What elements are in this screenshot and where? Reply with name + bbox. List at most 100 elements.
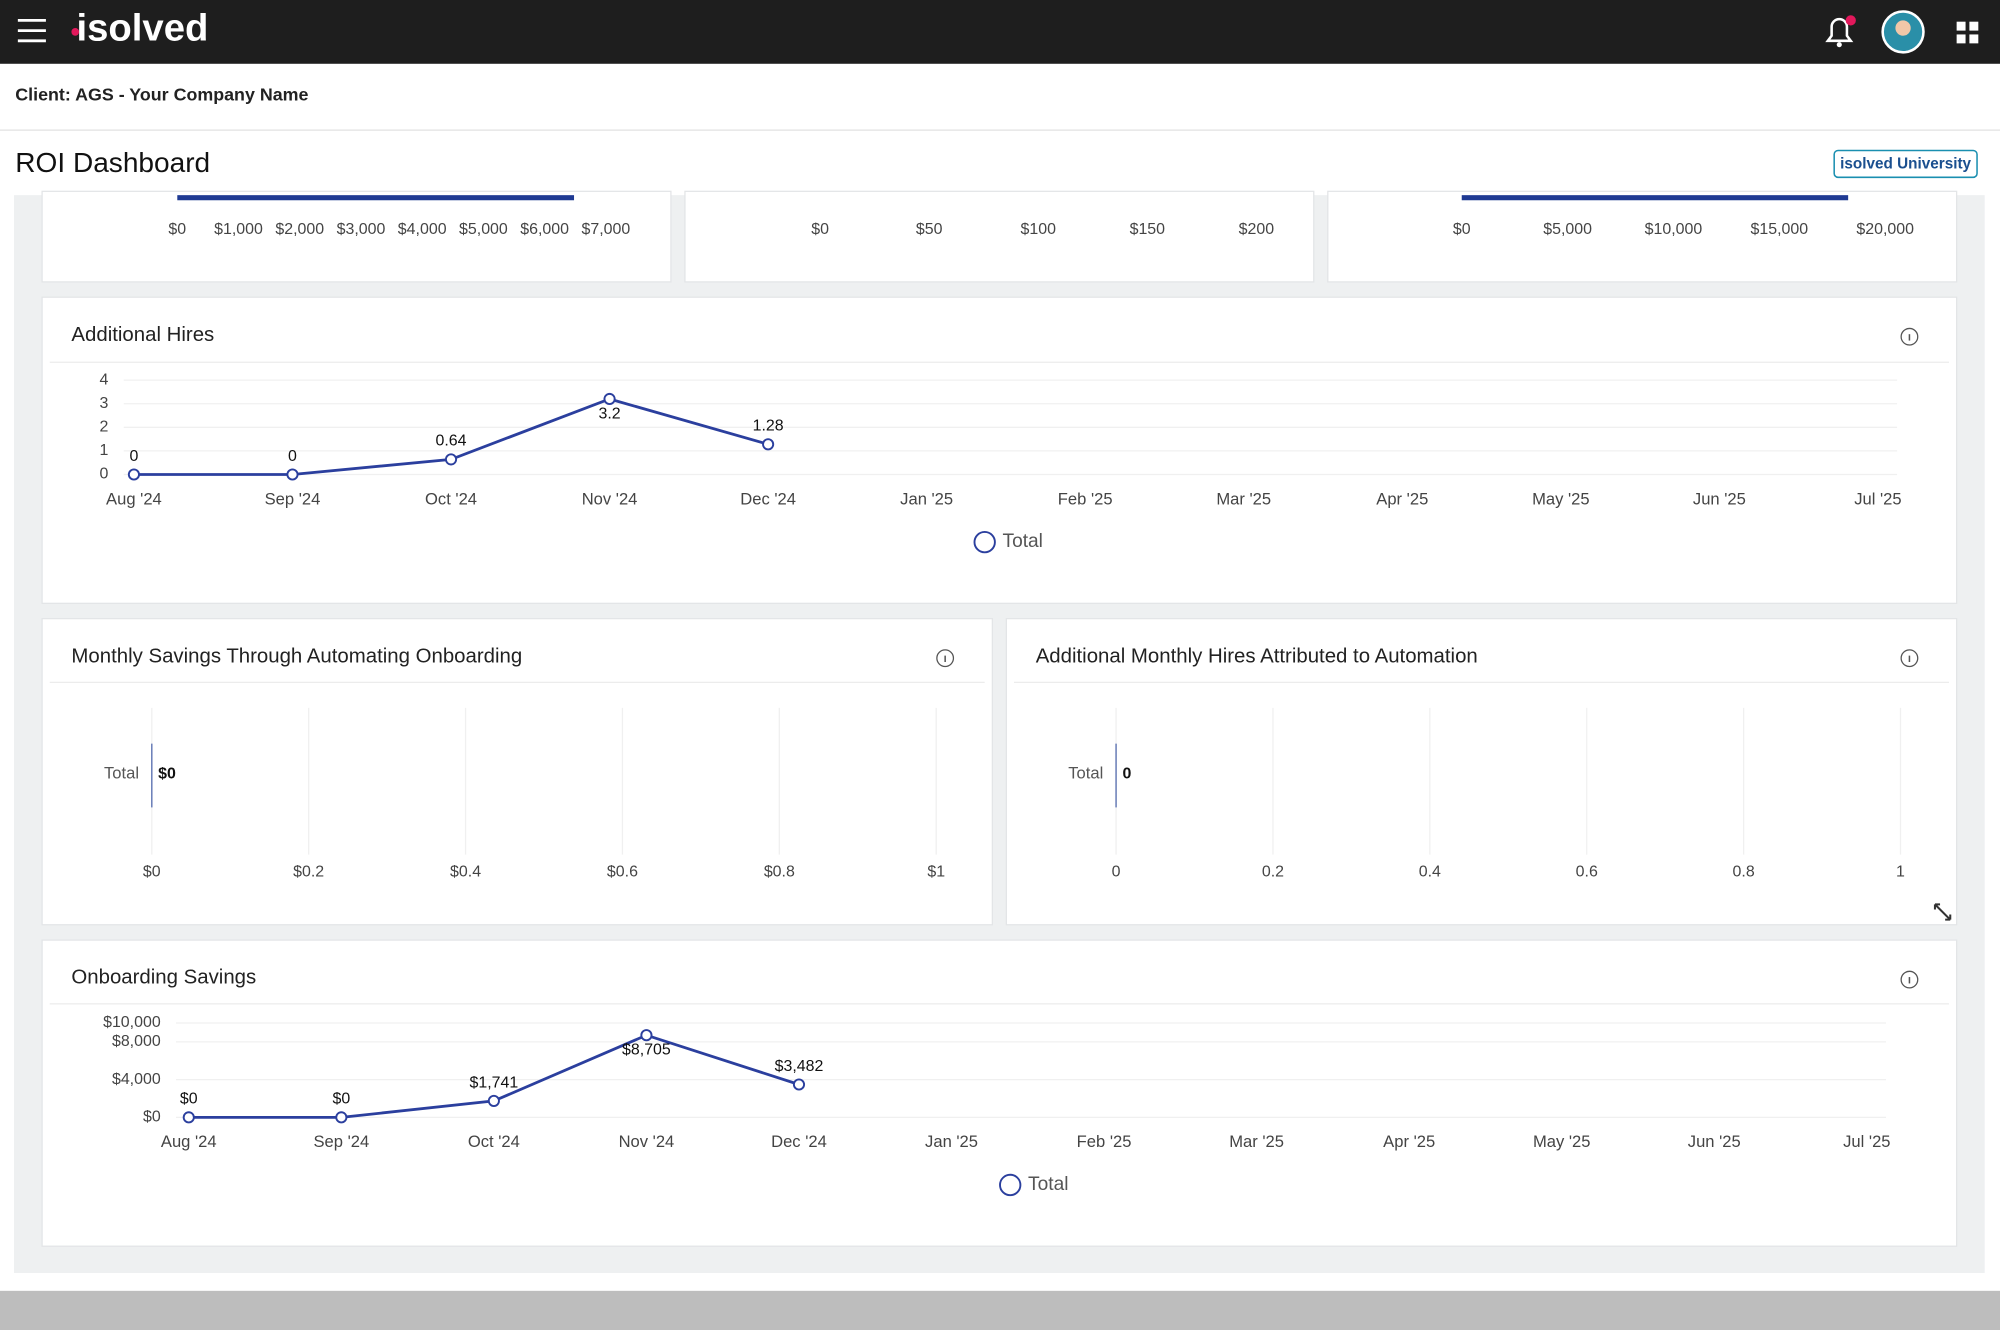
x-tick-label: $0	[1453, 221, 1471, 238]
y-tick-label: $8,000	[112, 1033, 161, 1050]
x-tick-label: Feb '25	[1077, 1132, 1132, 1151]
info-icon[interactable]	[1900, 649, 1919, 668]
x-tick-label: Jan '25	[925, 1132, 978, 1151]
x-tick-label: Nov '24	[582, 489, 638, 508]
x-tick-label: $2,000	[275, 221, 324, 238]
data-point	[335, 1111, 348, 1124]
y-tick-label: 0	[100, 466, 109, 483]
info-icon[interactable]	[1900, 327, 1919, 346]
data-point	[640, 1029, 653, 1042]
panel-title: Additional Monthly Hires Attributed to A…	[1036, 645, 1478, 667]
x-tick-label: 1	[1896, 864, 1905, 881]
x-tick-label: Feb '25	[1058, 489, 1113, 508]
value-label: $0	[180, 1091, 198, 1108]
panel	[684, 190, 1315, 283]
logo-dot	[71, 28, 80, 36]
x-tick-label: $5,000	[1543, 221, 1592, 238]
panel	[41, 617, 993, 926]
x-tick-label: $5,000	[459, 221, 508, 238]
x-tick-label: $200	[1239, 221, 1275, 238]
info-icon[interactable]	[936, 649, 955, 668]
value-label: 0.64	[436, 433, 467, 450]
apps-icon[interactable]	[1956, 21, 1979, 44]
x-tick-label: Sep '24	[313, 1132, 369, 1151]
panel	[41, 939, 1958, 1247]
legend-marker	[999, 1173, 1022, 1197]
x-tick-label: $0.4	[450, 864, 481, 881]
info-icon[interactable]	[1900, 970, 1919, 989]
x-tick-label: Aug '24	[106, 489, 162, 508]
value-label: 0	[288, 448, 297, 465]
category-label: Total	[1068, 764, 1103, 783]
x-tick-label: May '25	[1532, 489, 1590, 508]
x-tick-label: Aug '24	[161, 1132, 217, 1151]
x-tick-label: Apr '25	[1383, 1132, 1435, 1151]
logo[interactable]: isolved	[77, 7, 209, 50]
value-label: $1,741	[470, 1074, 519, 1091]
x-tick-label: $7,000	[581, 221, 630, 238]
x-tick-label: 0.6	[1576, 864, 1598, 881]
value-label: $0	[158, 765, 176, 782]
data-point	[444, 453, 458, 466]
value-label: $8,705	[622, 1042, 671, 1059]
data-point	[182, 1111, 195, 1124]
category-label: Total	[104, 764, 139, 783]
x-tick-label: $150	[1130, 221, 1166, 238]
x-tick-label: 0.8	[1733, 864, 1755, 881]
data-point	[286, 468, 299, 481]
value-label: 0	[129, 448, 138, 465]
x-tick-label: Nov '24	[619, 1132, 675, 1151]
charts: $0 $1,000 $2,000 $3,000 $4,000 $5,000 $6,000 $7…	[41, 190, 1958, 1247]
value-label: $0	[332, 1091, 350, 1108]
x-tick-label: $6,000	[520, 221, 569, 238]
menu-icon[interactable]	[17, 19, 46, 43]
x-tick-label: Jun '25	[1688, 1132, 1741, 1151]
x-tick-label: Jun '25	[1693, 489, 1746, 508]
top-bar	[0, 0, 2000, 64]
notification-icon[interactable]	[1825, 15, 1856, 48]
value-label: 3.2	[598, 405, 620, 422]
avatar-face	[1895, 20, 1911, 36]
data-point	[603, 392, 616, 406]
x-tick-label: 0.2	[1262, 864, 1284, 881]
panel-title: Additional Hires	[71, 324, 214, 346]
panel-title: Monthly Savings Through Automating Onboa…	[71, 645, 522, 667]
bar	[1461, 195, 1849, 201]
legend-label[interactable]: Total	[1003, 531, 1043, 552]
value-label: 1.28	[753, 418, 784, 435]
panel	[1005, 617, 1958, 926]
y-tick-label: $4,000	[112, 1071, 161, 1088]
x-tick-label: Jul '25	[1854, 489, 1901, 508]
legend-label[interactable]: Total	[1028, 1174, 1068, 1195]
university-button-label[interactable]: isolved University	[1840, 156, 1971, 173]
x-tick-label: $0	[143, 864, 161, 881]
university-button[interactable]	[1833, 149, 1978, 179]
x-tick-label: $0.6	[607, 864, 638, 881]
x-tick-label: $1	[927, 864, 945, 881]
data-point	[127, 468, 140, 481]
x-tick-label: Mar '25	[1216, 489, 1271, 508]
x-tick-label: $50	[916, 221, 943, 238]
legend-marker	[973, 530, 996, 554]
y-tick-label: $0	[143, 1109, 161, 1126]
x-tick-label: $3,000	[337, 221, 386, 238]
y-tick-label: 4	[100, 371, 109, 388]
y-tick-label: 2	[100, 419, 109, 436]
x-tick-label: Oct '24	[468, 1132, 520, 1151]
x-tick-label: Dec '24	[740, 489, 796, 508]
footer-bar	[0, 1290, 2000, 1330]
x-tick-label: Mar '25	[1229, 1132, 1284, 1151]
data-point	[792, 1078, 806, 1091]
value-label: $3,482	[775, 1058, 824, 1075]
y-tick-label: 3	[100, 395, 109, 412]
x-tick-label: 0	[1112, 864, 1121, 881]
x-tick-label: Apr '25	[1376, 489, 1428, 508]
x-tick-label: Oct '24	[425, 489, 477, 508]
x-tick-label: $0.2	[293, 864, 324, 881]
y-tick-label: 1	[100, 442, 109, 459]
resize-icon	[1933, 903, 1952, 921]
x-tick-label: Jul '25	[1843, 1132, 1890, 1151]
panel	[1327, 190, 1958, 283]
x-tick-label: Jan '25	[900, 489, 953, 508]
